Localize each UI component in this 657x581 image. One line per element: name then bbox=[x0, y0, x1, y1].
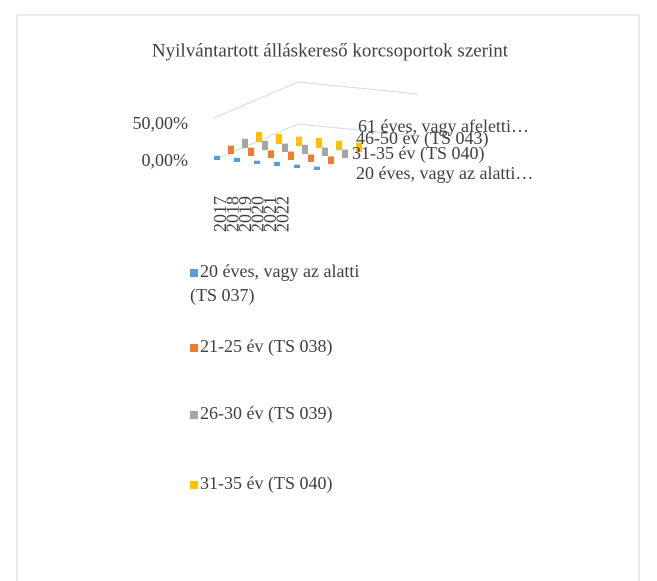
y-tick-label: 0,00% bbox=[142, 150, 189, 170]
depth-label: 31-35 év (TS 040) bbox=[352, 143, 484, 164]
bar bbox=[308, 154, 314, 162]
bar bbox=[296, 136, 302, 146]
legend-swatch bbox=[190, 269, 198, 277]
bar bbox=[336, 140, 342, 150]
bar bbox=[228, 145, 234, 154]
legend-label: 31-35 év (TS 040) bbox=[200, 473, 332, 494]
bar bbox=[254, 160, 260, 164]
bar bbox=[302, 144, 308, 154]
bar bbox=[342, 149, 348, 158]
bar bbox=[234, 157, 240, 162]
x-tick-label: 2019 bbox=[235, 196, 255, 232]
bar bbox=[214, 155, 220, 160]
bar bbox=[328, 156, 334, 164]
y-tick-label: 50,00% bbox=[133, 113, 189, 133]
legend-swatch bbox=[190, 481, 198, 489]
bar bbox=[276, 133, 282, 144]
x-tick-label: 2020 bbox=[248, 196, 268, 232]
x-tick-label: 2017 bbox=[210, 196, 230, 232]
chart-title: Nyilvántartott álláskereső korcsoportok … bbox=[152, 40, 509, 61]
legend-label: 21-25 év (TS 038) bbox=[200, 336, 332, 357]
depth-label: 61 éves, vagy afeletti… bbox=[358, 116, 529, 136]
bar bbox=[268, 150, 274, 158]
bar bbox=[316, 137, 322, 148]
bar bbox=[282, 143, 288, 152]
depth-label: 20 éves, vagy az alatti… bbox=[356, 163, 533, 183]
chart-border bbox=[16, 14, 640, 581]
x-tick-label: 2018 bbox=[223, 196, 243, 232]
depth-label: 46-50 év (TS 043) bbox=[356, 128, 488, 149]
legend-item: 31-35 év (TS 040) bbox=[190, 473, 332, 494]
bar bbox=[288, 151, 294, 160]
grid-line bbox=[297, 81, 419, 95]
grid-line bbox=[297, 123, 419, 137]
legend-item: 26-30 év (TS 039) bbox=[190, 403, 332, 424]
bar bbox=[322, 147, 328, 156]
bar bbox=[256, 131, 262, 142]
bar bbox=[242, 138, 248, 148]
x-tick-label: 2021 bbox=[260, 196, 280, 232]
legend-label-line: 20 éves, vagy az alatti bbox=[200, 261, 359, 281]
legend-swatch bbox=[190, 344, 198, 352]
bar bbox=[294, 164, 300, 168]
legend-item: 21-25 év (TS 038) bbox=[190, 336, 332, 357]
legend-label: 26-30 év (TS 039) bbox=[200, 403, 332, 424]
bar bbox=[356, 142, 362, 152]
bar bbox=[262, 140, 268, 150]
grid-line bbox=[213, 81, 299, 119]
bar bbox=[274, 161, 280, 166]
bar bbox=[248, 147, 254, 156]
x-tick-label: 2022 bbox=[273, 196, 293, 232]
legend-label: 20 éves, vagy az alatti (TS 037) bbox=[190, 261, 359, 306]
legend-swatch bbox=[190, 411, 198, 419]
legend-label-line: (TS 037) bbox=[190, 285, 255, 306]
legend-item: 20 éves, vagy az alatti (TS 037) bbox=[190, 261, 359, 306]
bar bbox=[314, 166, 320, 170]
